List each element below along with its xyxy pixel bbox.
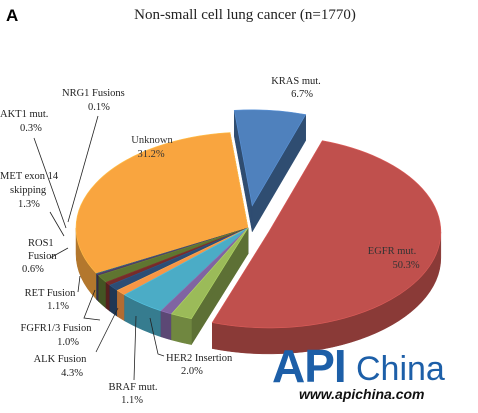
- label-braf-mut: BRAF mut. 1.1%: [108, 315, 158, 406]
- slice-fgfr1-3-fusion-side: [117, 289, 125, 322]
- slice-braf-mut-side: [160, 310, 172, 341]
- label-alk-fusion-leader: [95, 307, 119, 353]
- label-met-exon-14-skipping-text: skipping: [10, 185, 47, 196]
- pie-slices: [75, 109, 442, 355]
- label-ros1-fusion-leader: [49, 247, 69, 259]
- panel-letter: A: [6, 6, 18, 25]
- label-ros1-fusion-text: Fusion: [28, 251, 57, 262]
- label-met-exon-14-skipping: MET exon 14 skipping 1.3%: [0, 171, 65, 237]
- label-ret-fusion-leader: [77, 275, 81, 293]
- label-met-exon-14-skipping-text: MET exon 14: [0, 171, 59, 182]
- label-ret-fusion: RET Fusion 1.1%: [25, 275, 81, 312]
- label-fgfr1-3-fusion-leader: [83, 289, 101, 321]
- chart-title: Non-small cell lung cancer (n=1770): [134, 7, 356, 23]
- slice-her2-insertion-side: [171, 313, 192, 345]
- slice-ros1-fusion-side: [105, 281, 111, 312]
- slice-her2-insertion: [170, 227, 249, 346]
- label-alk-fusion: ALK Fusion 4.3%: [34, 307, 119, 379]
- label-akt1-mut: AKT1 mut. 0.3%: [0, 109, 67, 229]
- label-braf-mut-text: BRAF mut.: [108, 382, 157, 393]
- label-ret-fusion-text: RET Fusion: [25, 288, 77, 299]
- label-ros1-fusion: ROS1 Fusion 0.6%: [22, 238, 69, 275]
- label-her2-insertion-text: HER2 Insertion: [166, 353, 233, 364]
- slice-her2-insertion-top: [170, 227, 249, 319]
- pie-labels: KRAS mut. 6.7% EGFR mut. 50.3% HER2 Insertio…: [0, 76, 420, 406]
- slice-unknown-top: [75, 132, 249, 274]
- label-her2-insertion: HER2 Insertion 2.0%: [149, 317, 233, 377]
- label-met-exon-14-skipping-leader: [49, 211, 65, 237]
- watermark-url: www.apichina.com: [299, 386, 425, 402]
- label-braf-mut-value: 1.1%: [121, 395, 143, 406]
- label-kras-mut-text: KRAS mut.: [271, 76, 321, 87]
- slice-egfr-mut: [211, 139, 442, 355]
- label-akt1-mut-text: AKT1 mut.: [0, 109, 48, 120]
- label-egfr-mut: EGFR mut. 50.3%: [368, 246, 420, 271]
- label-kras-mut-value: 6.7%: [291, 89, 313, 100]
- slice-egfr-mut-top: [211, 140, 442, 329]
- label-her2-insertion-leader: [149, 317, 165, 357]
- label-nrg1-fusions: NRG1 Fusions 0.1%: [62, 88, 125, 223]
- label-nrg1-fusions-leader: [67, 115, 99, 223]
- watermark-brand-suffix: China: [356, 350, 445, 388]
- label-nrg1-fusions-text: NRG1 Fusions: [62, 88, 125, 99]
- label-alk-fusion-value: 4.3%: [61, 368, 83, 379]
- label-akt1-mut-leader: [33, 137, 67, 229]
- label-egfr-mut-text: EGFR mut.: [368, 246, 416, 257]
- watermark: API China www.apichina.com: [272, 340, 445, 402]
- label-unknown-text: Unknown: [131, 135, 173, 146]
- label-ros1-fusion-text: ROS1: [28, 238, 54, 249]
- label-ret-fusion-value: 1.1%: [47, 301, 69, 312]
- slice-kras-mut-top: [233, 109, 307, 207]
- watermark-brand: API: [272, 340, 346, 392]
- label-nrg1-fusions-value: 0.1%: [88, 102, 110, 113]
- label-egfr-mut-value: 50.3%: [392, 260, 419, 271]
- label-met-exon-14-skipping-value: 1.3%: [18, 199, 40, 210]
- label-fgfr1-3-fusion-value: 1.0%: [57, 337, 79, 348]
- label-fgfr1-3-fusion: FGFR1/3 Fusion 1.0%: [21, 289, 101, 348]
- label-her2-insertion-value: 2.0%: [181, 366, 203, 377]
- slice-kras-mut: [233, 109, 307, 233]
- label-fgfr1-3-fusion-text: FGFR1/3 Fusion: [21, 323, 93, 334]
- label-kras-mut: KRAS mut. 6.7%: [271, 76, 321, 100]
- label-ros1-fusion-value: 0.6%: [22, 264, 44, 275]
- label-unknown-value: 31.2%: [137, 149, 164, 160]
- label-braf-mut-leader: [133, 315, 137, 381]
- label-alk-fusion-text: ALK Fusion: [34, 354, 88, 365]
- label-unknown: Unknown 31.2%: [131, 135, 173, 160]
- label-akt1-mut-value: 0.3%: [20, 123, 42, 134]
